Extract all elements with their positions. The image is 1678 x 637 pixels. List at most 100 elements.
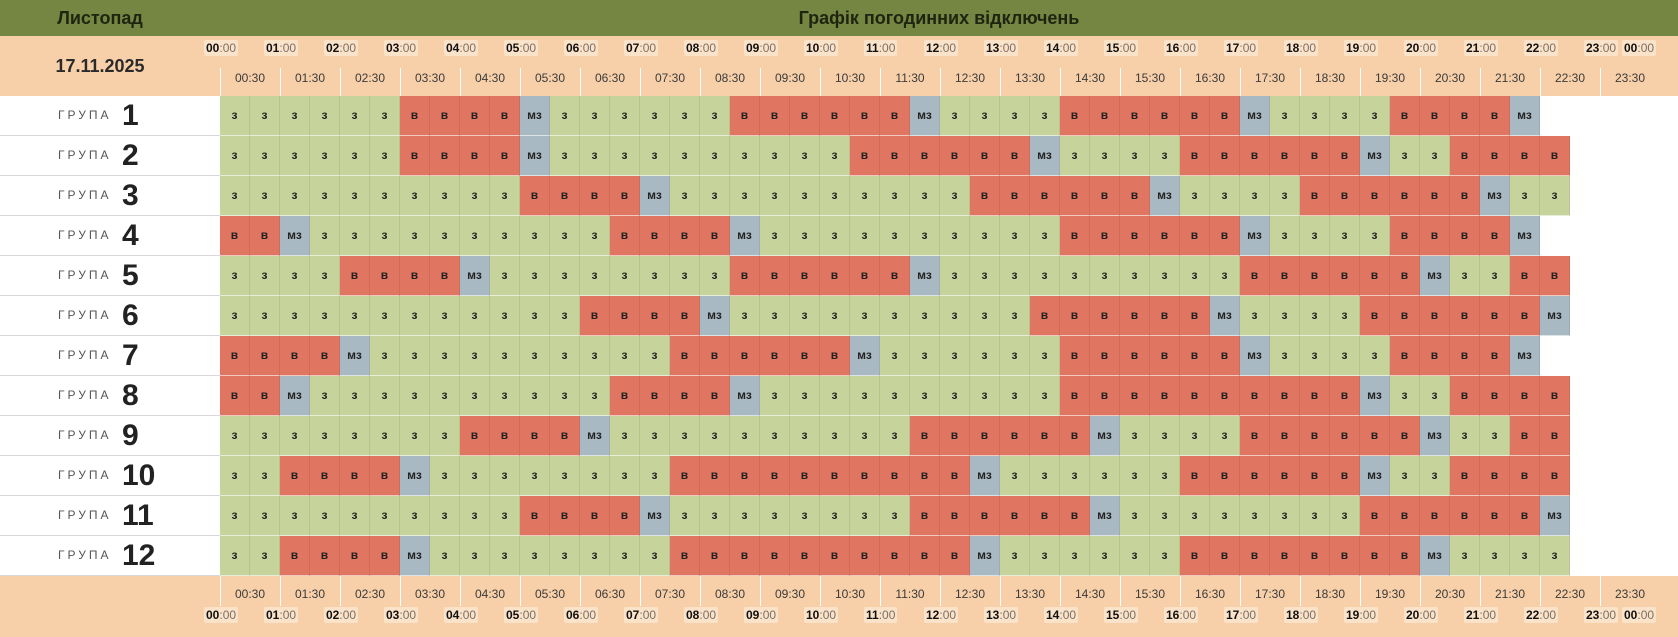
slot-cell: з	[1390, 136, 1420, 176]
slot-cell: з	[640, 416, 670, 456]
slot-cell: в	[1450, 96, 1480, 136]
slot-cell: з	[250, 456, 280, 496]
slot-cell: в	[1090, 296, 1120, 336]
slot-cell: мз	[1540, 496, 1570, 536]
half-hour-label-top: 19:30	[1374, 71, 1406, 85]
slot-cell: з	[940, 336, 970, 376]
hour-divider	[460, 576, 461, 606]
slot-cell: мз	[1240, 336, 1270, 376]
hour-label-bottom: 12:00	[924, 607, 959, 623]
slot-cell: в	[730, 256, 760, 296]
slot-cell: з	[790, 496, 820, 536]
slot-cell: в	[1270, 416, 1300, 456]
slot-cell: в	[460, 96, 490, 136]
slot-cell: мз	[1420, 536, 1450, 576]
slot-cell: в	[1540, 456, 1570, 496]
slot-cell: мз	[460, 256, 490, 296]
slot-cell: з	[1300, 496, 1330, 536]
slot-cell: з	[1150, 536, 1180, 576]
slot-cell: в	[1060, 336, 1090, 376]
hour-label-top: 04:00	[444, 40, 479, 56]
group-word: ГРУПА	[58, 508, 112, 522]
slot-cell: в	[1270, 256, 1300, 296]
hour-label-top: 19:00	[1344, 40, 1379, 56]
slot-cell: з	[280, 256, 310, 296]
slot-cell: в	[400, 256, 430, 296]
half-hour-label-top: 08:30	[714, 71, 746, 85]
slot-cell: в	[1450, 296, 1480, 336]
slot-cell: з	[700, 96, 730, 136]
slot-cell: в	[1060, 96, 1090, 136]
slot-cell: з	[340, 296, 370, 336]
hour-label-bottom: 23:00	[1584, 607, 1619, 623]
hour-divider	[1300, 68, 1301, 96]
slot-cell: в	[730, 336, 760, 376]
slot-cell: з	[430, 296, 460, 336]
slot-cell: з	[1450, 536, 1480, 576]
slot-cell: з	[1180, 176, 1210, 216]
hour-divider	[1600, 68, 1601, 96]
slot-cell: в	[1330, 256, 1360, 296]
slot-cell: з	[400, 216, 430, 256]
slot-cell: з	[370, 416, 400, 456]
slot-cell: з	[370, 296, 400, 336]
slot-cell: з	[730, 296, 760, 336]
slot-cell: в	[910, 496, 940, 536]
slot-cell: з	[610, 336, 640, 376]
hour-divider	[1000, 68, 1001, 96]
half-hour-label-bottom: 00:30	[234, 587, 266, 601]
slot-cell: з	[1120, 256, 1150, 296]
slot-cell: з	[1390, 376, 1420, 416]
slot-cell: з	[1480, 256, 1510, 296]
slot-cell: з	[1330, 336, 1360, 376]
slot-cell: в	[1360, 496, 1390, 536]
hour-label-bottom: 14:00	[1044, 607, 1079, 623]
slot-cell: з	[1060, 456, 1090, 496]
half-hour-label-top: 10:30	[834, 71, 866, 85]
slot-cell: з	[1330, 216, 1360, 256]
hour-label-top: 13:00	[984, 40, 1019, 56]
slot-cell: з	[1420, 456, 1450, 496]
slot-cell: в	[1090, 176, 1120, 216]
slot-cell: з	[880, 336, 910, 376]
slot-cell: з	[1030, 96, 1060, 136]
slot-cell: з	[670, 96, 700, 136]
group-word: ГРУПА	[58, 308, 112, 322]
slot-cell: з	[250, 416, 280, 456]
slot-cell: в	[1360, 176, 1390, 216]
slot-cell: мз	[1480, 176, 1510, 216]
slot-cell: з	[1150, 456, 1180, 496]
hour-label-bottom: 03:00	[384, 607, 419, 623]
slot-cell: в	[1150, 376, 1180, 416]
slot-cell: з	[970, 216, 1000, 256]
slot-cell: з	[430, 536, 460, 576]
slot-cell: з	[310, 176, 340, 216]
slot-cell: в	[940, 416, 970, 456]
half-hour-label-top: 02:30	[354, 71, 386, 85]
slot-cell: в	[880, 256, 910, 296]
slot-cell: мз	[640, 496, 670, 536]
slot-cell: в	[1420, 496, 1450, 536]
half-hour-label-top: 06:30	[594, 71, 626, 85]
slot-cell: в	[1240, 416, 1270, 456]
slot-cell: з	[250, 296, 280, 336]
slot-cell: в	[280, 456, 310, 496]
slot-cell: з	[1180, 416, 1210, 456]
slot-cell: з	[580, 256, 610, 296]
slot-cell: в	[1210, 536, 1240, 576]
group-word: ГРУПА	[58, 148, 112, 162]
slot-cell: з	[1480, 416, 1510, 456]
half-hour-label-top: 13:30	[1014, 71, 1046, 85]
slot-cell: з	[640, 456, 670, 496]
slot-cell: в	[1480, 496, 1510, 536]
slot-cell: з	[220, 176, 250, 216]
slot-cell: з	[370, 336, 400, 376]
slot-cell: з	[1120, 136, 1150, 176]
slot-cell: в	[730, 536, 760, 576]
slot-cell: мз	[850, 336, 880, 376]
hour-label-top: 02:00	[324, 40, 359, 56]
slot-cell: в	[880, 96, 910, 136]
slot-cell: в	[1090, 336, 1120, 376]
slot-cell: з	[220, 536, 250, 576]
slot-cell: з	[970, 256, 1000, 296]
